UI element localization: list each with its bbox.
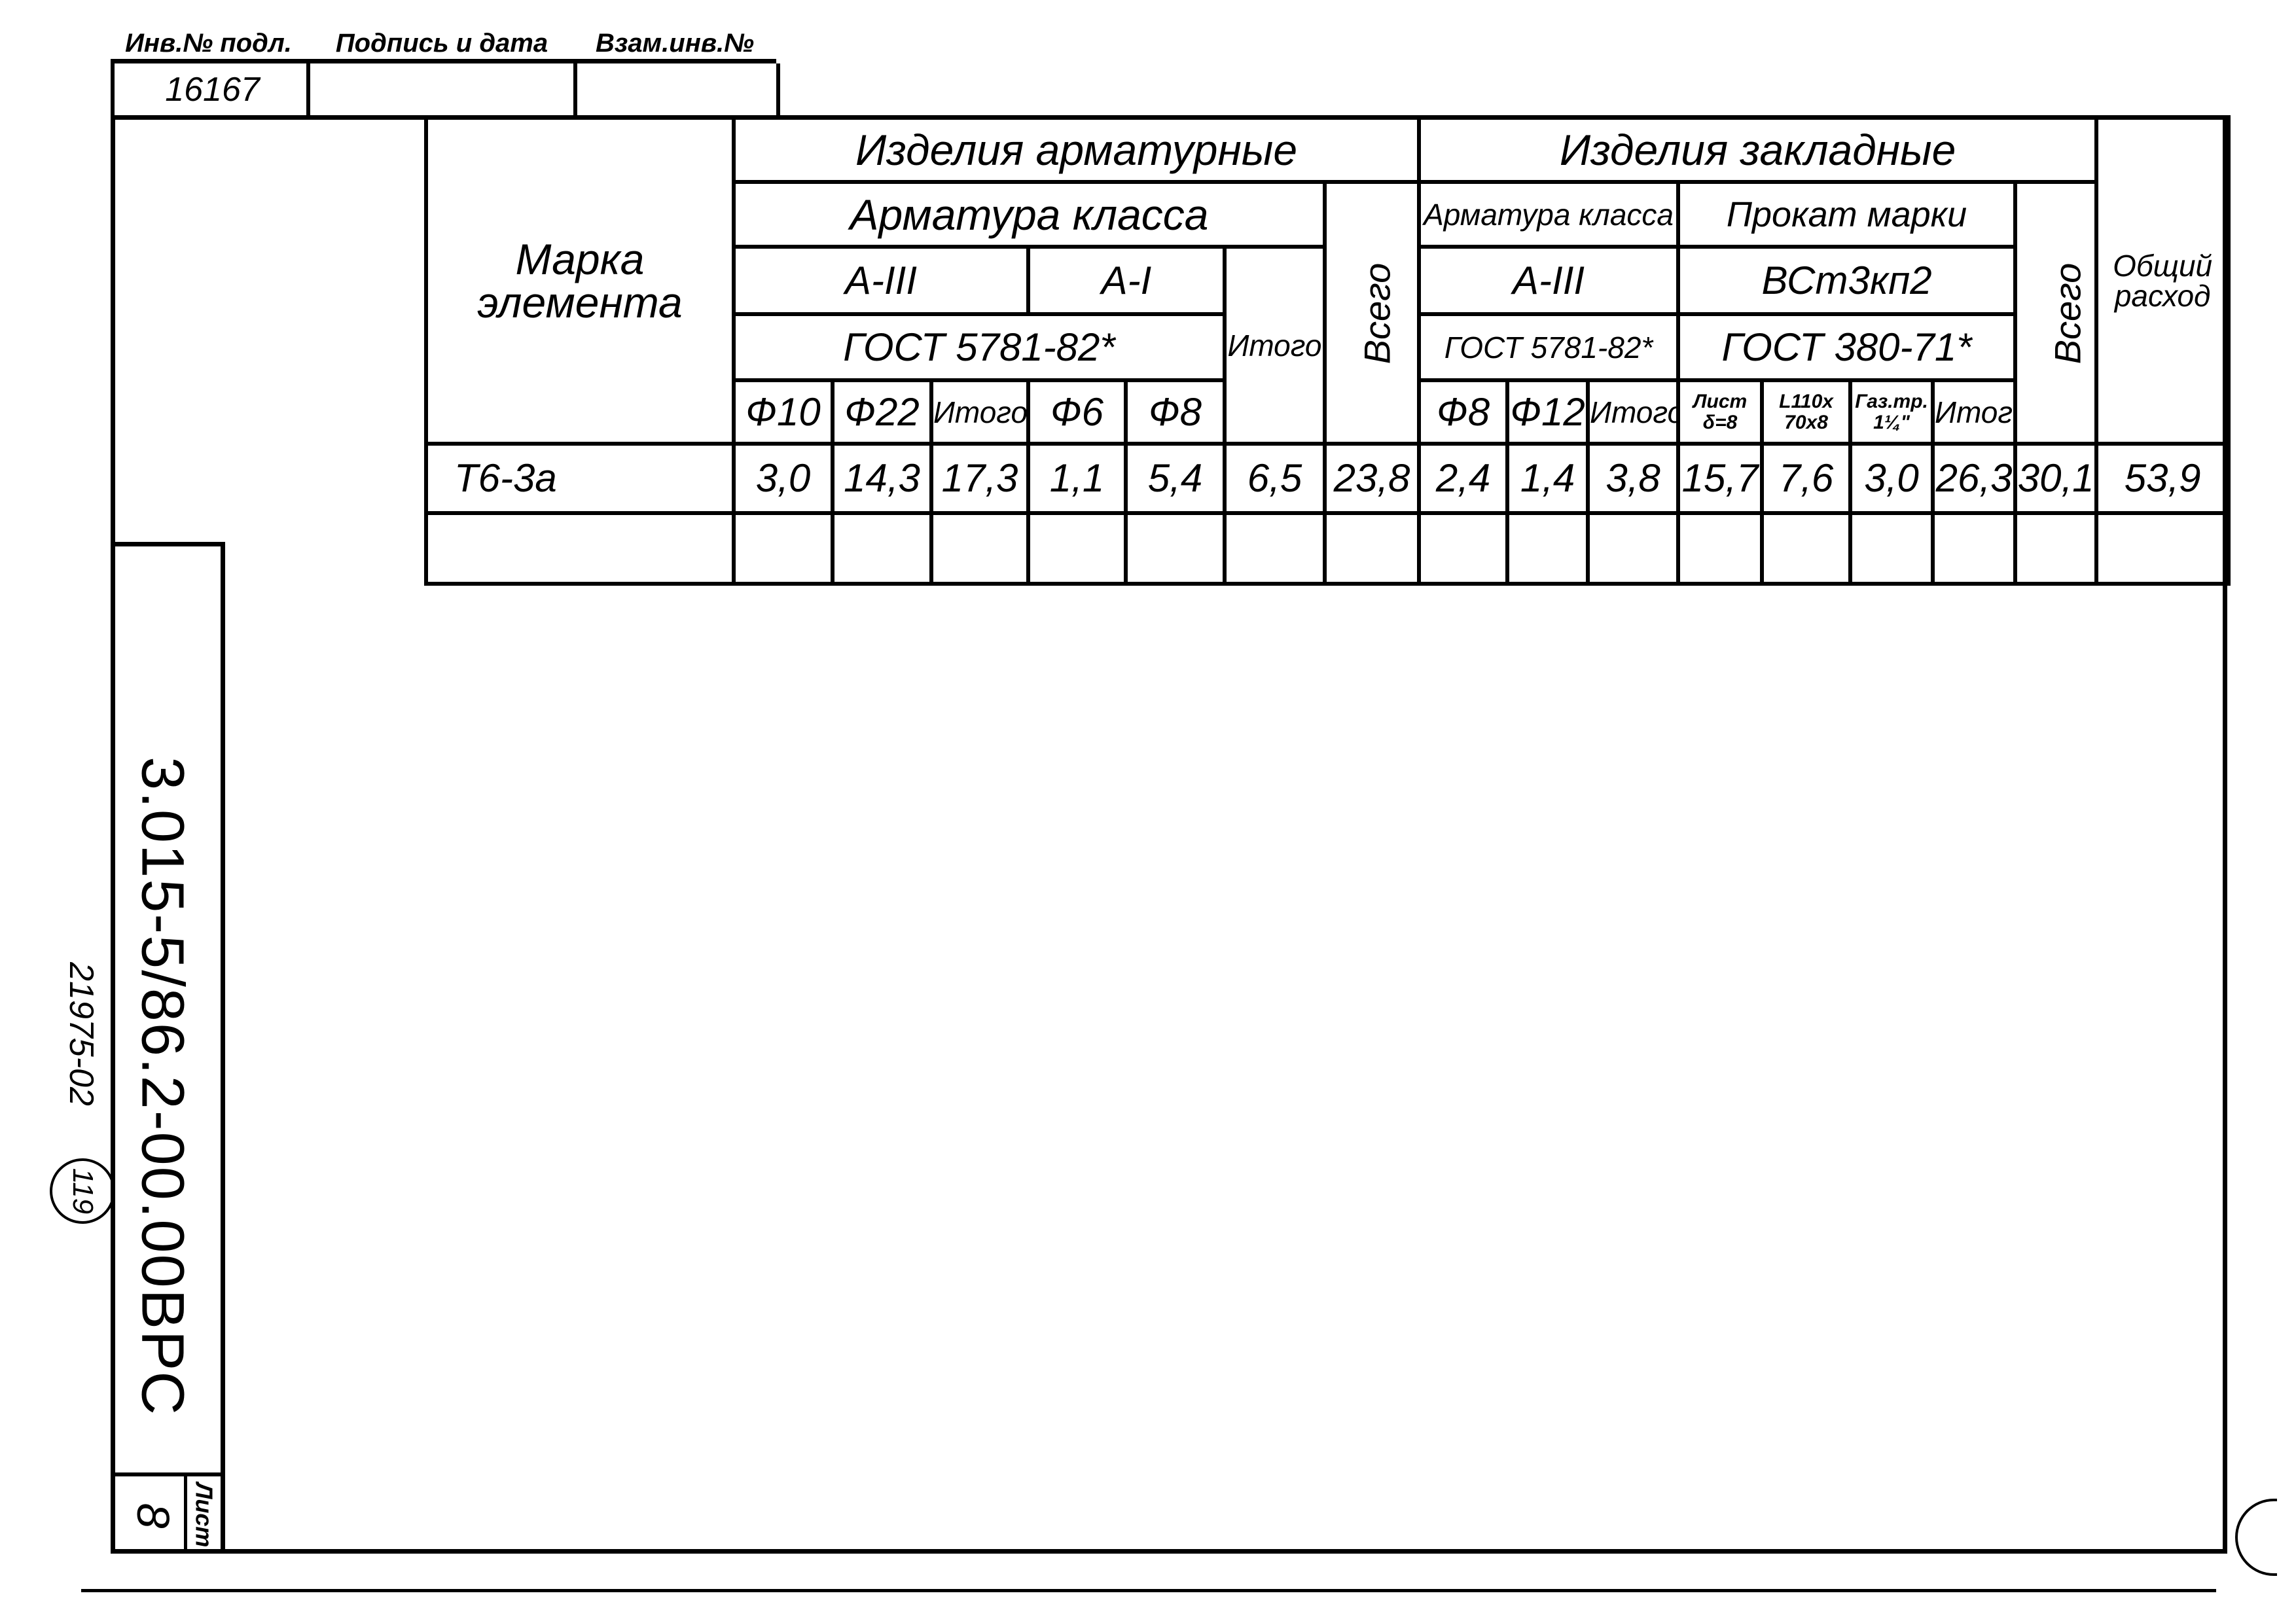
embedded-total-text: Всего bbox=[2047, 262, 2089, 365]
cell: 14,3 bbox=[831, 442, 933, 515]
material-specification-table: Марка элемента Изделия арматурные Издели… bbox=[424, 115, 2231, 586]
table-row: Т6-3а 3,0 14,3 17,3 1,1 5,4 6,5 23,8 2,4… bbox=[424, 442, 2231, 515]
cell bbox=[1586, 511, 1681, 586]
header-row-3: А-III А-I Итого А-III ВСт3кп2 bbox=[426, 245, 2229, 446]
cell: 3,0 bbox=[732, 442, 834, 515]
cell: 17,3 bbox=[929, 442, 1030, 515]
col-header: Итого bbox=[1931, 378, 2018, 446]
cell bbox=[2094, 511, 2231, 586]
sheet-stamp: 8 Лист bbox=[111, 1472, 225, 1554]
inventory-header: Инв.№ подл. bbox=[125, 29, 292, 58]
reinforcement-class-a1: А-I bbox=[1026, 245, 1227, 316]
cell bbox=[1322, 511, 1422, 586]
reinforcement-total-text: Всего bbox=[1356, 262, 1398, 365]
col-header: Ф22 bbox=[831, 378, 933, 446]
cell: 2,4 bbox=[1417, 442, 1510, 515]
reinforcement-gost: ГОСТ 5781-82* bbox=[732, 312, 1227, 382]
sheet-number: 8 bbox=[128, 1503, 179, 1529]
cell: 53,9 bbox=[2094, 442, 2231, 515]
table-row bbox=[424, 511, 2231, 586]
embedded-class-label: Арматура класса bbox=[1417, 180, 1681, 249]
cell: 3,0 bbox=[1848, 442, 1935, 515]
rolled-grade: ВСт3кп2 bbox=[1676, 245, 2018, 316]
inventory-value: 16167 bbox=[111, 63, 310, 115]
header-row-1: Марка элемента Изделия арматурные Издели… bbox=[424, 115, 2231, 446]
signature-value bbox=[306, 63, 577, 115]
cell: 1,4 bbox=[1505, 442, 1590, 515]
col-header: Итого bbox=[1586, 378, 1681, 446]
embedded-title: Изделия закладные bbox=[1417, 115, 2099, 184]
cell bbox=[732, 511, 834, 586]
cell bbox=[1931, 511, 2018, 586]
side-stamp bbox=[111, 542, 225, 1554]
replaced-value bbox=[573, 63, 780, 115]
cell bbox=[2013, 511, 2099, 586]
col-header: Лист δ=8 bbox=[1676, 378, 1765, 446]
reinforcement-title: Изделия арматурные bbox=[731, 115, 1422, 184]
signature-header: Подпись и дата bbox=[335, 29, 548, 58]
cell bbox=[1505, 511, 1590, 586]
replaced-header: Взам.инв.№ bbox=[596, 29, 754, 58]
inventory-number: 21975-02 bbox=[62, 962, 100, 1106]
col-header: Ф8 bbox=[1124, 378, 1227, 446]
cell bbox=[1124, 511, 1227, 586]
cell bbox=[1026, 511, 1128, 586]
col-header: Итого bbox=[929, 378, 1030, 446]
col-header: Ф12 bbox=[1505, 378, 1590, 446]
col-header: Ф6 bbox=[1026, 378, 1128, 446]
rolled-label: Прокат марки bbox=[1676, 180, 2018, 249]
title-strip: Инв.№ подл. Подпись и дата Взам.инв.№ 16… bbox=[111, 26, 780, 115]
document-code: 3.015-5/86.2-00.00ВРС bbox=[129, 757, 196, 1416]
cell: 30,1 bbox=[2013, 442, 2099, 515]
row-mark bbox=[424, 511, 736, 586]
header-row-columns: Ф10 Ф22 Итого Ф6 Ф8 Ф8 Ф12 Итого Лист δ=… bbox=[426, 378, 2229, 446]
cell: 23,8 bbox=[1322, 442, 1422, 515]
cell bbox=[1223, 511, 1327, 586]
trim-line bbox=[81, 1589, 2216, 1592]
cell: 15,7 bbox=[1676, 442, 1765, 515]
mark-header: Марка элемента bbox=[424, 115, 736, 446]
col-header: Газ.тр. 1¼" bbox=[1848, 378, 1935, 446]
total-header: Общий расход bbox=[2094, 115, 2231, 446]
row-mark: Т6-3а bbox=[424, 442, 736, 515]
cell: 3,8 bbox=[1586, 442, 1681, 515]
sheet-label-cell: Лист bbox=[184, 1476, 220, 1554]
cell bbox=[929, 511, 1030, 586]
title-strip-header: Инв.№ подл. Подпись и дата Взам.инв.№ bbox=[111, 26, 776, 63]
reinforcement-class-label: Арматура класса bbox=[732, 180, 1327, 249]
cell: 5,4 bbox=[1124, 442, 1227, 515]
embedded-total-header: Всего bbox=[2013, 180, 2099, 446]
col-header: Ф8 bbox=[1417, 378, 1510, 446]
header-row-4: ГОСТ 5781-82* ГОСТ 5781-82* ГОСТ 380-71* bbox=[426, 312, 2229, 382]
circled-number-text: 119 bbox=[67, 1168, 99, 1215]
frame-right-border bbox=[2223, 115, 2227, 1554]
edge-mark bbox=[2235, 1499, 2277, 1576]
cell bbox=[1848, 511, 1935, 586]
cell bbox=[1760, 511, 1853, 586]
reinforcement-subtotal-a1: Итого bbox=[1223, 245, 1327, 446]
sheet-label: Лист bbox=[190, 1482, 218, 1548]
col-header: L110x 70x8 bbox=[1760, 378, 1853, 446]
col-header: Ф10 bbox=[732, 378, 834, 446]
cell bbox=[1417, 511, 1510, 586]
rolled-gost: ГОСТ 380-71* bbox=[1676, 312, 2018, 382]
cell bbox=[831, 511, 933, 586]
cell: 7,6 bbox=[1760, 442, 1853, 515]
cell: 1,1 bbox=[1026, 442, 1128, 515]
circled-number: 119 bbox=[50, 1158, 115, 1224]
header-row-2: Арматура класса Всего Арматура класса Пр… bbox=[426, 180, 2229, 446]
cell: 26,3 bbox=[1931, 442, 2018, 515]
cell bbox=[1676, 511, 1765, 586]
reinforcement-class-a3: А-III bbox=[732, 245, 1030, 316]
embedded-class-a3: А-III bbox=[1417, 245, 1681, 316]
embedded-rebar-gost: ГОСТ 5781-82* bbox=[1417, 312, 1681, 382]
cell: 6,5 bbox=[1223, 442, 1327, 515]
reinforcement-total-header: Всего bbox=[1322, 180, 1422, 446]
